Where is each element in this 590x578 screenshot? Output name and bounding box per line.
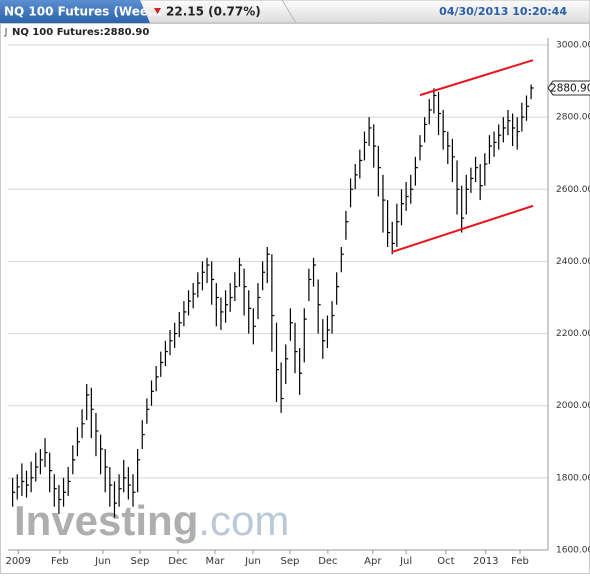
x-tick-label: Sep	[131, 556, 150, 567]
x-tick-label: Sep	[280, 556, 299, 567]
down-arrow	[154, 8, 161, 14]
header-divider	[281, 0, 297, 24]
x-tick-label: Dec	[318, 556, 337, 567]
y-tick-label: 1800.00	[556, 473, 590, 483]
x-tick-label: Mar	[205, 556, 225, 567]
title-tab[interactable]	[0, 0, 150, 23]
bar-icon	[4, 28, 7, 37]
y-tick-label: 2000.00	[556, 401, 590, 411]
y-tick-label: 1600.00	[556, 546, 590, 556]
x-tick-label: Feb	[51, 556, 69, 567]
watermark-part: .com	[198, 497, 289, 544]
trend-line	[391, 204, 534, 254]
trend-line	[419, 59, 534, 97]
y-tick-label: 2800.00	[556, 113, 590, 123]
price-marker	[547, 80, 590, 96]
header-change: 22.15 (0.77%)	[166, 5, 261, 19]
chart-frame	[0, 23, 590, 574]
x-tick-label: Jun	[94, 556, 111, 567]
x-tick-label: Jul	[399, 556, 412, 567]
x-tick-label: Feb	[511, 556, 529, 567]
x-tick-label: Apr	[364, 556, 382, 567]
x-tick-label: Oct	[437, 556, 454, 567]
x-tick-label: Dec	[168, 556, 187, 567]
y-tick-label: 2600.00	[556, 185, 590, 195]
y-tick-label: 2200.00	[556, 329, 590, 339]
x-tick-label: 2009	[5, 556, 30, 567]
y-tick-label: 2400.00	[556, 257, 590, 267]
x-tick-label: Jun	[244, 556, 261, 567]
x-tick-label: 2013	[473, 556, 498, 567]
header-datetime: 04/30/2013 10:20:44	[439, 5, 567, 18]
chart-title: NQ 100 Futures:2880.90	[12, 27, 149, 38]
price-marker-label: 2880.90	[550, 82, 590, 94]
watermark-part: Investing	[14, 497, 198, 544]
header-title[interactable]: NQ 100 Futures (Wee...	[4, 5, 162, 19]
y-tick-label: 3000.00	[556, 41, 590, 51]
watermark-text: Investing.com	[14, 497, 289, 544]
watermark: Investing.com	[14, 497, 289, 544]
